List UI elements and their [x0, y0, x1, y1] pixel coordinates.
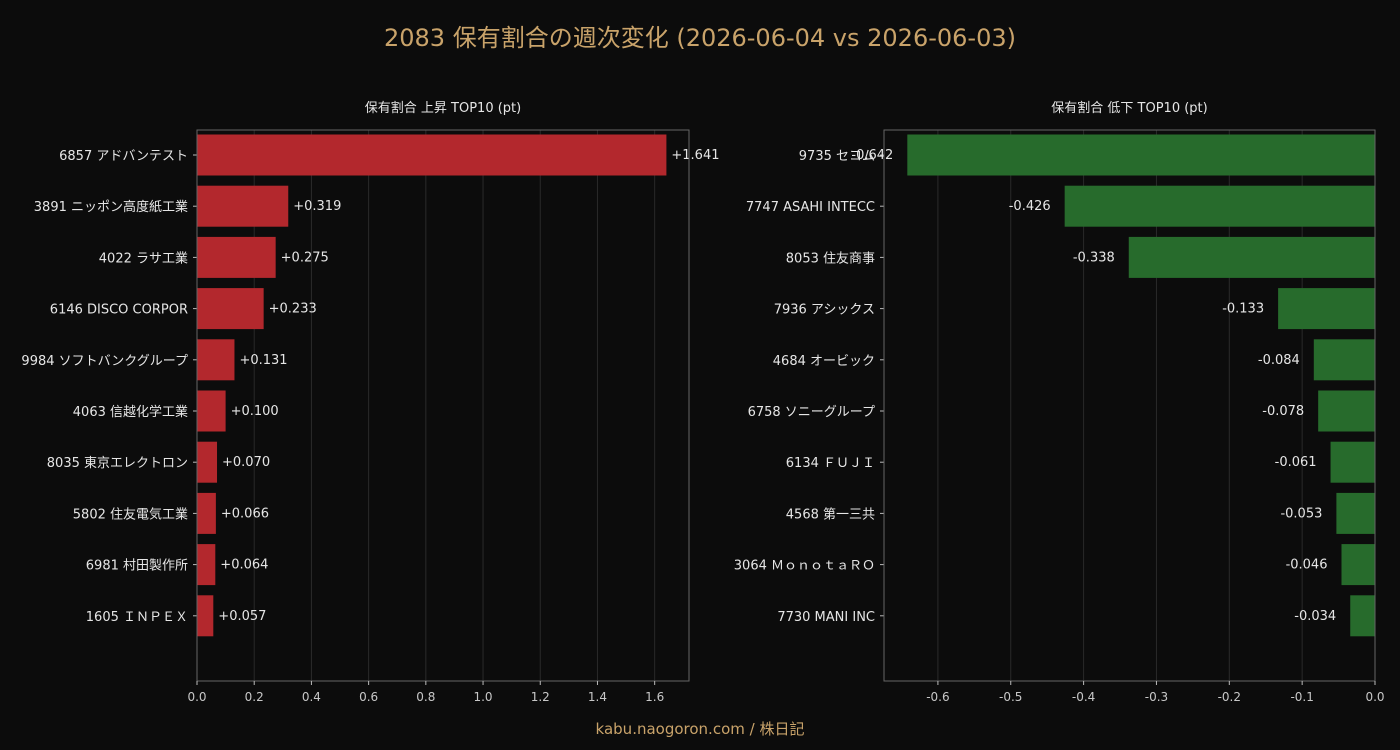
x-tick-label: 1.6 — [645, 690, 664, 704]
value-label: +0.100 — [231, 404, 279, 419]
bar — [1313, 339, 1375, 381]
bar — [1064, 185, 1375, 227]
category-label: 1605 ＩＮＰＥＸ — [86, 610, 188, 625]
category-label: 4684 オービック — [773, 354, 875, 369]
x-tick-label: -0.3 — [1145, 690, 1168, 704]
value-label: -0.046 — [1286, 558, 1328, 573]
value-label: +0.319 — [293, 199, 341, 214]
x-tick-label: 1.2 — [531, 690, 550, 704]
bar — [197, 185, 289, 227]
value-label: -0.061 — [1275, 455, 1317, 470]
bar — [197, 390, 226, 432]
category-label: 4063 信越化学工業 — [73, 404, 188, 420]
bar — [1128, 236, 1375, 278]
value-label: -0.338 — [1073, 250, 1115, 265]
bar — [1336, 492, 1375, 534]
panel-title: 保有割合 低下 TOP10 (pt) — [1051, 100, 1207, 116]
x-tick-label: -0.2 — [1218, 690, 1241, 704]
category-label: 7936 アシックス — [774, 303, 875, 318]
bar — [1350, 595, 1375, 637]
bar — [907, 134, 1375, 176]
bar — [1330, 441, 1375, 483]
decrease-panel: 保有割合 低下 TOP10 (pt) 9735 セコム-0.642 7747 ASA… — [734, 100, 1385, 704]
value-label: -0.084 — [1258, 353, 1300, 368]
value-label: +1.641 — [671, 148, 719, 163]
value-label: -0.053 — [1280, 506, 1322, 521]
x-tick-label: -0.1 — [1290, 690, 1313, 704]
plot-frame — [883, 129, 1376, 682]
value-label: -0.133 — [1222, 302, 1264, 317]
value-label: -0.642 — [851, 148, 893, 163]
bar — [197, 339, 235, 381]
bar — [1341, 544, 1375, 586]
x-tick-label: -0.5 — [999, 690, 1022, 704]
value-label: +0.057 — [218, 609, 266, 624]
value-label: +0.275 — [281, 250, 329, 265]
footer-credit: kabu.naogoron.com / 株日記 — [595, 720, 805, 738]
value-label: +0.066 — [221, 506, 269, 521]
category-label: 3064 ＭｏｎｏｔａＲＯ — [734, 559, 875, 574]
category-label: 8035 東京エレクトロン — [47, 455, 188, 471]
bar — [1318, 390, 1375, 432]
category-label: 4568 第一三共 — [786, 507, 875, 522]
x-tick-label: 0.4 — [302, 690, 321, 704]
x-tick-label: 0.6 — [359, 690, 378, 704]
x-tick-label: -0.4 — [1072, 690, 1095, 704]
bar — [197, 134, 667, 176]
category-label: 4022 ラサ工業 — [99, 250, 188, 266]
bar — [197, 441, 218, 483]
value-label: -0.034 — [1294, 609, 1336, 624]
category-label: 9984 ソフトバンクグループ — [21, 354, 188, 369]
increase-panel: 保有割合 上昇 TOP10 (pt) 6857 アドバンテスト +1.641 3891… — [21, 100, 719, 704]
bar — [1278, 288, 1375, 330]
category-label: 7747 ASAHI INTECC — [746, 200, 875, 215]
value-label: +0.070 — [222, 455, 270, 470]
category-label: 5802 住友電気工業 — [73, 506, 188, 522]
value-label: +0.131 — [239, 353, 287, 368]
x-tick-label: 1.0 — [473, 690, 492, 704]
bar — [197, 595, 214, 637]
category-label: 7730 MANI INC — [777, 610, 875, 625]
bar — [197, 236, 276, 278]
category-label: 9735 セコム — [799, 149, 875, 164]
x-tick-label: 0.2 — [245, 690, 264, 704]
x-tick-label: -0.6 — [926, 690, 949, 704]
category-label: 6134 ＦＵＪＩ — [786, 456, 875, 471]
x-tick-label: 0.8 — [416, 690, 435, 704]
category-label: 6758 ソニーグループ — [748, 405, 875, 420]
value-label: -0.078 — [1262, 404, 1304, 419]
bar — [197, 492, 216, 534]
category-label: 6981 村田製作所 — [86, 559, 188, 574]
category-label: 8053 住友商事 — [786, 250, 875, 266]
value-label: +0.064 — [220, 558, 268, 573]
category-label: 6146 DISCO CORPOR — [50, 303, 188, 318]
x-tick-label: 1.4 — [588, 690, 607, 704]
panel-title: 保有割合 上昇 TOP10 (pt) — [365, 100, 521, 116]
x-tick-label: 0.0 — [187, 690, 206, 704]
value-label: +0.233 — [269, 302, 317, 317]
bar — [197, 288, 264, 330]
bar — [197, 544, 216, 586]
x-tick-label: 0.0 — [1365, 690, 1384, 704]
value-label: -0.426 — [1009, 199, 1051, 214]
category-label: 3891 ニッポン高度紙工業 — [34, 199, 188, 215]
plot-frame — [196, 129, 690, 682]
category-label: 6857 アドバンテスト — [59, 149, 188, 164]
chart-title: 2083 保有割合の週次変化 (2026-06-04 vs 2026-06-03… — [384, 24, 1016, 52]
